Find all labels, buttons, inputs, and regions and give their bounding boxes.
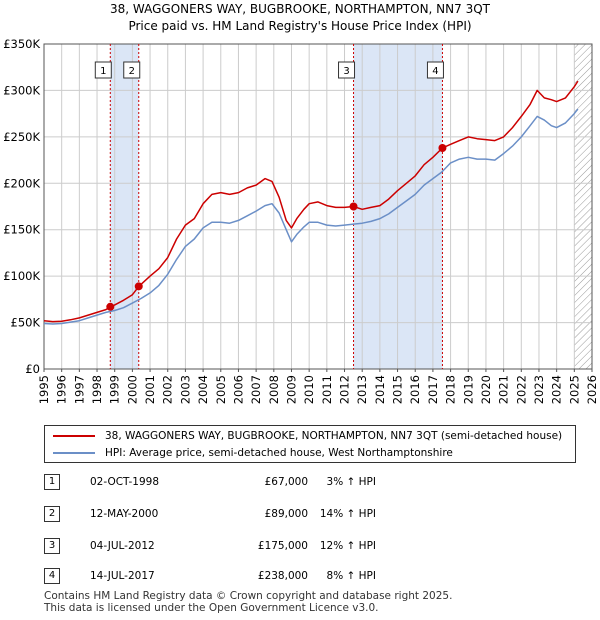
hpi-line [43,108,579,325]
sale-marker-badge: 3 [44,538,60,554]
y-tick-label: £100K [3,269,40,283]
sale-price: £67,000 [264,476,308,488]
sale-point [349,202,358,211]
sale-price: £238,000 [257,570,308,582]
x-tick-label: 2018 [444,375,458,404]
sale-hpi-diff: 8% ↑ HPI [326,570,376,582]
sale-date: 14-JUL-2017 [90,570,155,582]
x-tick-label: 1998 [90,375,104,404]
x-tick-label: 2013 [355,375,369,404]
sale-marker-badge: 2 [44,506,60,522]
x-tick-label: 2026 [585,375,599,404]
x-tick-label: 2002 [161,375,175,404]
sale-label: 1 [100,66,106,77]
x-tick-label: 2005 [214,375,228,404]
forecast-hatch [574,44,592,369]
sale-hpi-diff: 12% ↑ HPI [319,540,376,552]
x-tick-label: 2014 [373,375,387,404]
x-tick-label: 1999 [108,375,122,404]
table-row: 4 14-JUL-2017 £238,000 8% ↑ HPI [44,566,564,586]
sale-label-box [338,61,356,79]
sale-price: £175,000 [257,540,308,552]
x-tick-label: 2025 [567,375,581,404]
footer-line-2: This data is licensed under the Open Gov… [44,602,379,614]
sale-marker-badge: 4 [44,568,60,584]
sale-price: £89,000 [264,508,308,520]
table-row: 3 04-JUL-2012 £175,000 12% ↑ HPI [44,536,564,556]
x-tick-label: 2003 [178,375,192,404]
footer-attribution: Contains HM Land Registry data © Crown c… [44,590,452,614]
x-tick-label: 2016 [408,375,422,404]
sale-label: 4 [432,66,438,77]
chart-legend: 38, WAGGONERS WAY, BUGBROOKE, NORTHAMPTO… [44,425,576,463]
y-tick-label: £150K [3,223,40,237]
chart-title: 38, WAGGONERS WAY, BUGBROOKE, NORTHAMPTO… [109,2,490,16]
sale-marker-badge: 1 [44,474,60,490]
sale-label: 2 [129,66,135,77]
table-row: 1 02-OCT-1998 £67,000 3% ↑ HPI [44,472,564,492]
chart-subtitle: Price paid vs. HM Land Registry's House … [128,19,472,33]
table-row: 2 12-MAY-2000 £89,000 14% ↑ HPI [44,504,564,524]
x-tick-label: 2023 [532,375,546,404]
y-tick-label: £0 [25,362,40,376]
sale-hpi-diff: 3% ↑ HPI [326,476,376,488]
property-line-swatch [53,435,95,437]
sale-hpi-diff: 14% ↑ HPI [319,508,376,520]
sale-point [106,302,115,311]
x-tick-label: 1995 [37,375,51,404]
x-tick-label: 2024 [550,375,564,404]
sale-label: 3 [343,66,349,77]
x-tick-label: 2017 [426,375,440,404]
x-tick-label: 2019 [461,375,475,404]
x-tick-label: 2008 [267,375,281,404]
sale-point [438,144,447,152]
sale-date: 12-MAY-2000 [90,508,159,520]
sale-point [134,282,143,291]
x-tick-label: 2010 [302,375,316,404]
x-tick-label: 2011 [320,375,334,404]
legend-item-property: 38, WAGGONERS WAY, BUGBROOKE, NORTHAMPTO… [53,428,562,444]
x-tick-label: 2015 [391,375,405,404]
x-tick-label: 2020 [479,375,493,404]
x-tick-label: 2001 [143,375,157,404]
price-chart: £0 £50K £100K £150K £200K £250K £300K £350K 1995… [3,37,599,404]
sale-label-box [123,61,141,79]
hpi-line-swatch [53,452,95,454]
sale-label-box [426,61,444,79]
x-tick-label: 2012 [338,375,352,404]
legend-item-hpi: HPI: Average price, semi-detached house,… [53,445,453,461]
x-tick-label: 1997 [72,375,86,404]
sale-date: 04-JUL-2012 [90,540,155,552]
legend-hpi-label: HPI: Average price, semi-detached house,… [105,447,453,459]
sale-date: 02-OCT-1998 [90,476,159,488]
y-tick-label: £250K [3,130,40,144]
plot-border [43,43,593,370]
x-tick-label: 2007 [249,375,263,404]
x-tick-label: 2021 [497,375,511,404]
sale-label-box [94,61,112,79]
footer-line-1: Contains HM Land Registry data © Crown c… [44,590,453,602]
legend-property-label: 38, WAGGONERS WAY, BUGBROOKE, NORTHAMPTO… [105,430,563,442]
y-tick-label: £300K [3,83,40,97]
x-tick-label: 2006 [231,375,245,404]
x-tick-label: 2000 [125,375,139,404]
y-tick-label: £350K [3,37,40,51]
x-tick-label: 2004 [196,375,210,404]
x-tick-label: 2009 [284,375,298,404]
y-tick-label: £200K [3,176,40,190]
property-price-line [43,80,579,323]
x-tick-label: 2022 [514,375,528,404]
x-tick-label: 1996 [55,375,69,404]
y-tick-label: £50K [11,316,41,330]
